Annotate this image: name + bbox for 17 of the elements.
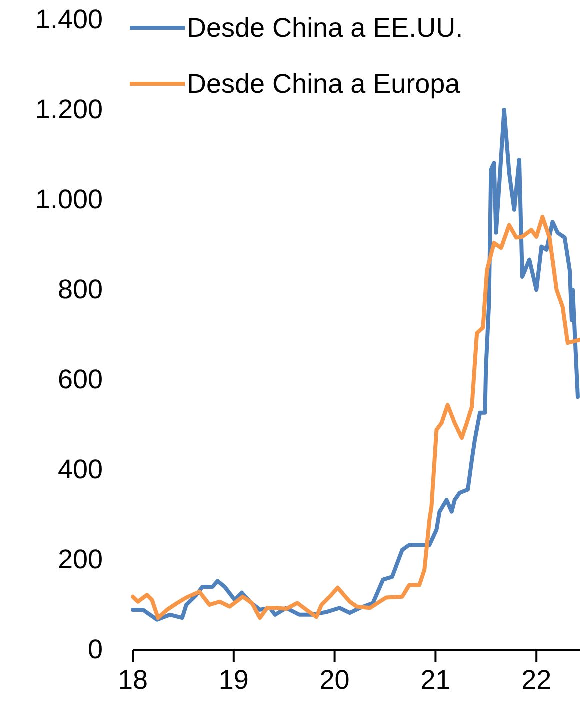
x-tick-label: 18 (118, 665, 148, 696)
x-tick-label: 21 (420, 665, 451, 696)
y-tick-label: 0 (88, 634, 103, 665)
y-tick-label: 1.400 (35, 4, 103, 35)
y-tick-label: 200 (58, 544, 103, 575)
y-tick-label: 1.200 (35, 94, 103, 125)
y-tick-label: 1.000 (35, 184, 103, 215)
legend-label: Desde China a Europa (187, 69, 462, 99)
legend-label: Desde China a EE.UU. (187, 13, 464, 43)
line-series (131, 215, 580, 620)
y-tick-label: 600 (58, 364, 103, 395)
line-series (131, 108, 580, 622)
x-tick-label: 19 (218, 665, 249, 696)
y-tick-label: 800 (58, 274, 103, 305)
x-tick-label: 20 (320, 665, 350, 696)
x-tick-label: 22 (522, 665, 552, 696)
y-tick-label: 400 (58, 454, 103, 485)
